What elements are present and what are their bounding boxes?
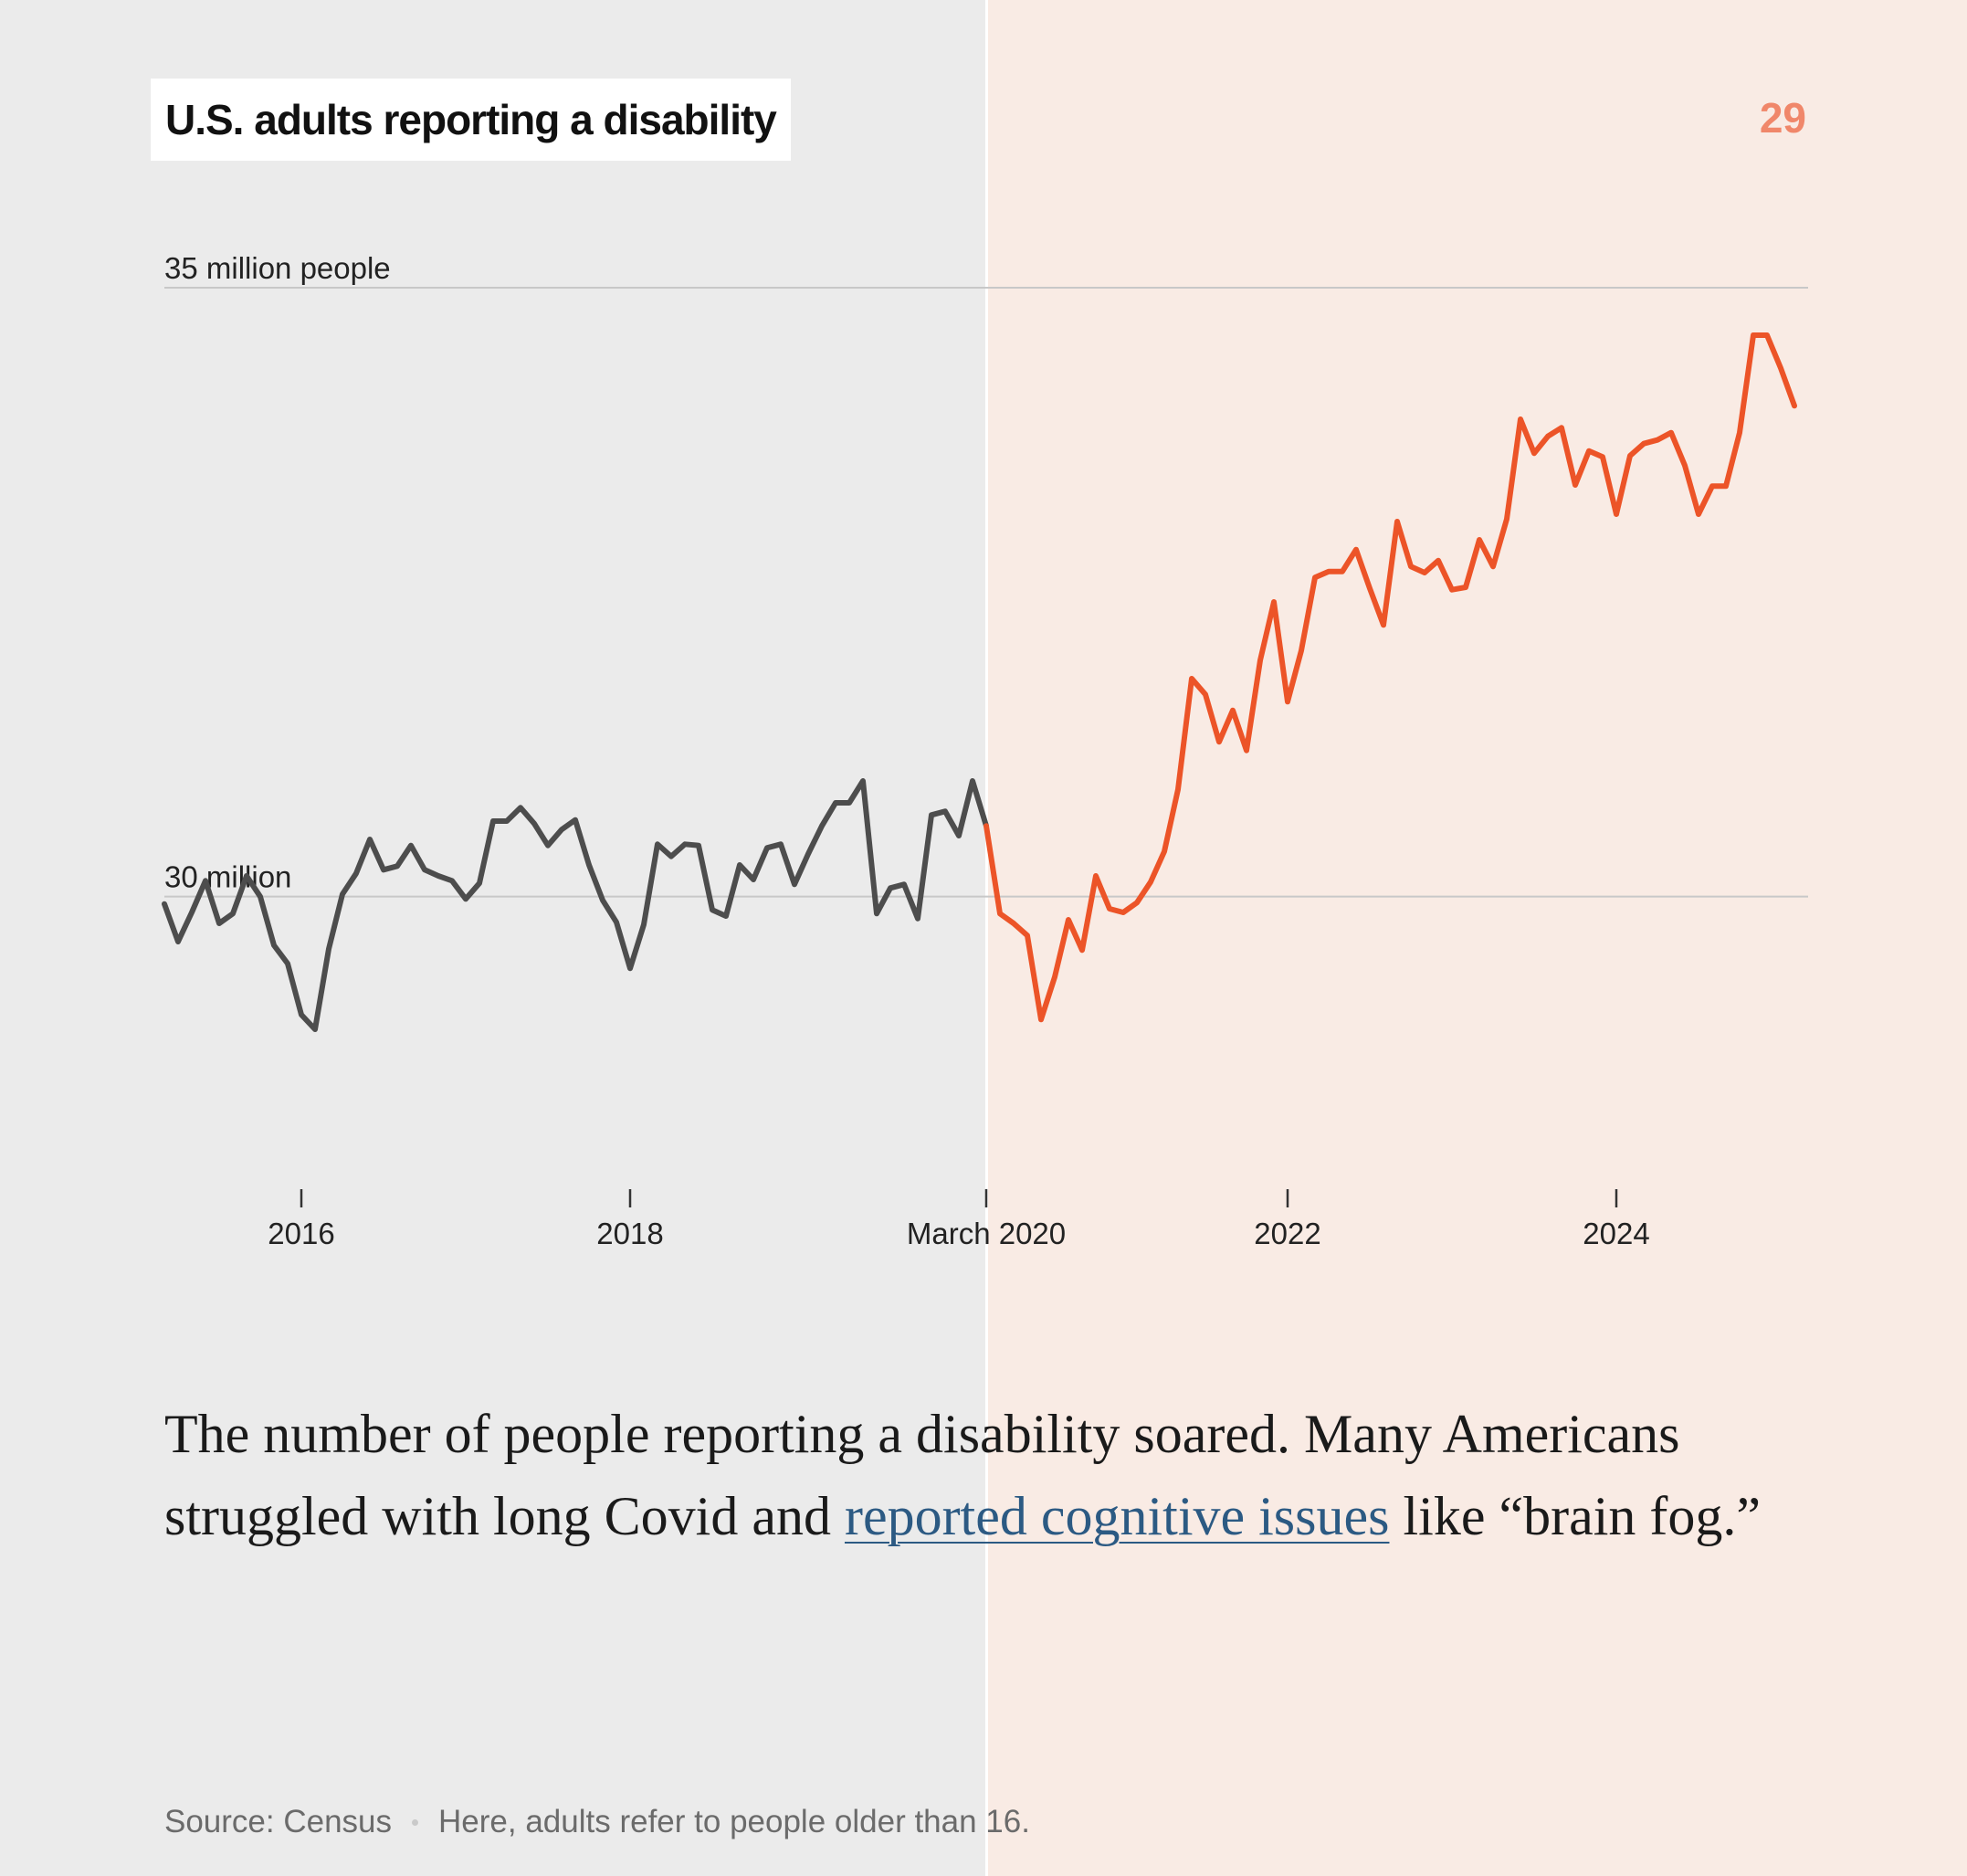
- caption-text-before: The number of people reporting a disabil…: [164, 1404, 1680, 1546]
- y-axis-label: 30 million: [164, 860, 291, 894]
- separator-dot: [412, 1818, 419, 1826]
- x-axis-label: 2024: [1583, 1217, 1649, 1250]
- chart-title-box: U.S. adults reporting a disability: [151, 79, 791, 161]
- definition-note: Here, adults refer to people older than …: [438, 1804, 1030, 1839]
- page-number: 29: [1759, 94, 1806, 142]
- series-line-before: [162, 778, 989, 1032]
- x-axis-label: March 2020: [907, 1217, 1066, 1250]
- x-axis-label: 2018: [596, 1217, 663, 1250]
- caption-text-after: like “brain fog.”: [1389, 1486, 1761, 1546]
- post-march-2020-shading: [987, 0, 1967, 1876]
- y-axis-label: 35 million people: [164, 251, 391, 285]
- cognitive-issues-link[interactable]: reported cognitive issues: [844, 1486, 1390, 1546]
- chart-caption: The number of people reporting a disabil…: [164, 1393, 1845, 1557]
- source-note: Source: Census: [164, 1804, 393, 1839]
- march-2020-divider: [985, 0, 988, 1876]
- chart-title: U.S. adults reporting a disability: [165, 96, 777, 143]
- x-axis-label: 2022: [1254, 1217, 1320, 1250]
- chart-footer: Source: Census Here, adults refer to peo…: [164, 1804, 1030, 1840]
- x-axis-label: 2016: [268, 1217, 334, 1250]
- line-chart: 35 million people 30 million 2016 2018 March…: [162, 251, 1808, 1250]
- series-line-after: [984, 332, 1797, 1023]
